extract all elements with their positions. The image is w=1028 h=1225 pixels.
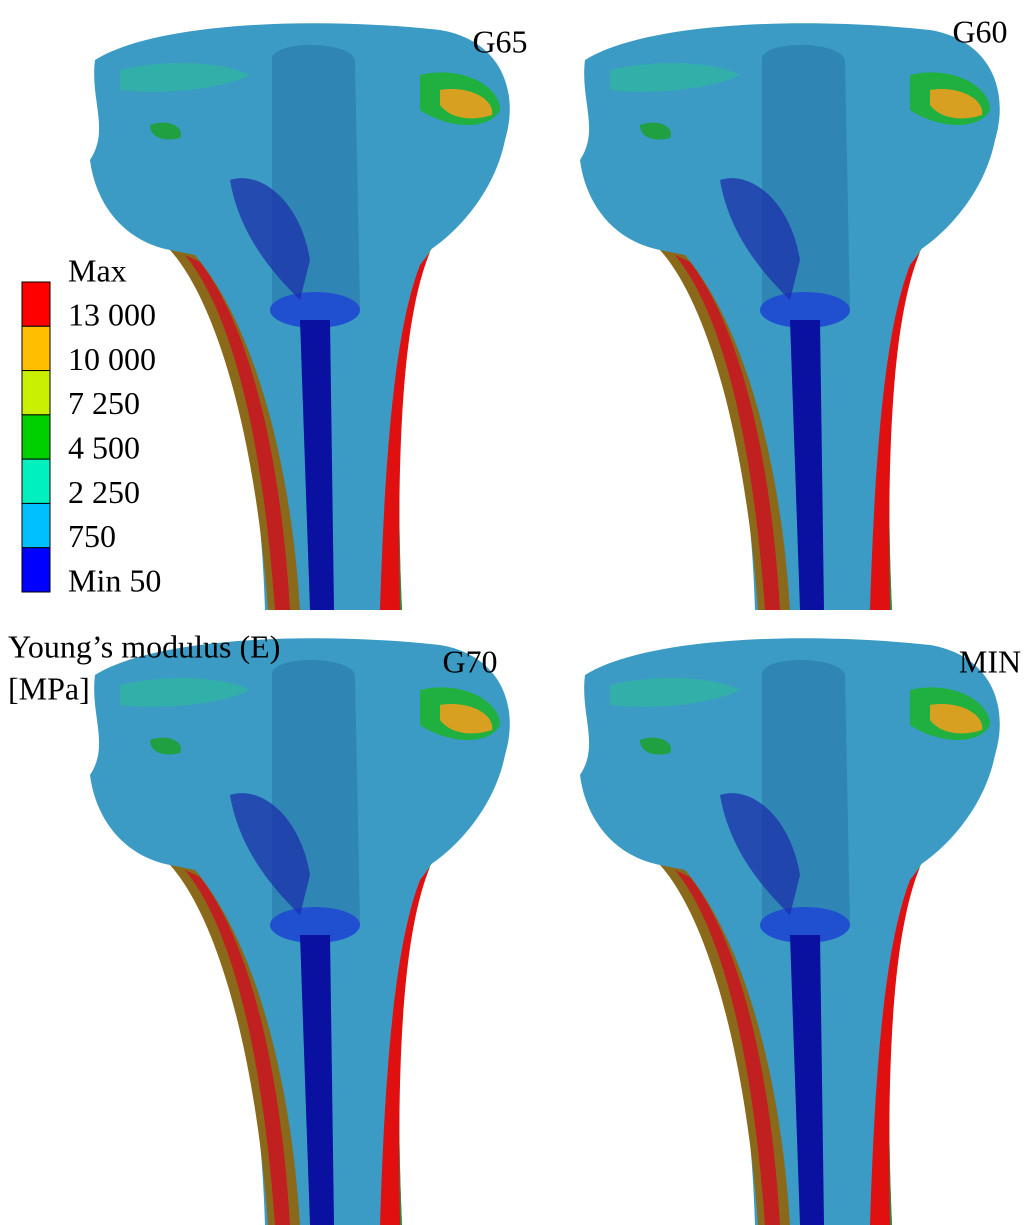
legend-label: 2 250	[68, 474, 140, 510]
legend-label: Min 50	[68, 562, 161, 598]
figure: G65 G60 G70 MIN Young’s modulus (E) [MPa…	[0, 0, 1028, 1225]
panel-label: MIN	[959, 643, 1021, 679]
legend-label: 750	[68, 518, 116, 554]
legend-label: 13 000	[68, 297, 156, 333]
legend-label: 10 000	[68, 341, 156, 377]
legend-swatch	[22, 459, 50, 503]
legend-label: 4 500	[68, 429, 140, 465]
legend-swatch	[22, 326, 50, 370]
legend-unit: [MPa]	[8, 670, 90, 706]
legend-label: 7 250	[68, 385, 140, 421]
panel-label: G65	[472, 23, 527, 59]
legend-swatch	[22, 548, 50, 592]
legend-title: Young’s modulus (E)	[8, 628, 280, 664]
model-min	[580, 638, 1000, 1225]
panel-label: G70	[442, 643, 497, 679]
legend-swatch	[22, 371, 50, 415]
panel-label: G60	[952, 13, 1007, 49]
legend-swatch	[22, 415, 50, 459]
legend-label: Max	[68, 252, 127, 288]
model-g70	[90, 638, 510, 1225]
legend-swatch	[22, 282, 50, 326]
model-g60	[580, 23, 1000, 610]
legend-swatch	[22, 503, 50, 547]
page: G65 G60 G70 MIN Young’s modulus (E) [MPa…	[0, 0, 1028, 1225]
